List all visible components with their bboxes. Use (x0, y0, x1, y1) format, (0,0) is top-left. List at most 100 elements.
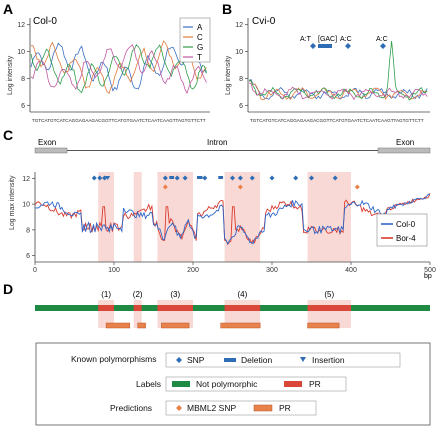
legend-heading-predictions: Predictions (110, 403, 152, 413)
panel-b-deletion-marker (318, 44, 332, 48)
panel-d-pr-prediction-bar (161, 322, 190, 329)
panel-b-snp-marker (345, 43, 351, 49)
snp-marker (309, 175, 314, 181)
legend-box: Known polymorphisms SNP Deletion Inserti… (35, 342, 431, 426)
gene-label-intron: Intron (207, 138, 227, 147)
panel-c-series-bor4 (34, 193, 431, 246)
snp-icon (176, 357, 182, 363)
panel-a-sequence: TGTCATGTCATCAGGAGAAGACGGTTCATGTGAATCTCAA… (32, 118, 206, 123)
panel-a-legend-label-a: A (197, 23, 203, 32)
legend-deletion: Deletion (241, 355, 272, 365)
legend-bor4-label: Bor-4 (396, 234, 416, 243)
panel-b-annot-gac: [GAC] (318, 36, 337, 43)
panel-a-label: A (3, 1, 13, 17)
panel-d-pr-label-bar (133, 305, 142, 311)
gene-label-exon-right: Exon (396, 138, 414, 147)
panel-d: (1) (2) (3) (4) (5) (35, 290, 430, 329)
panel-c-pr-shade (133, 172, 142, 262)
snp-marker (237, 175, 243, 181)
panel-c-ytick-label: 6 (26, 253, 30, 260)
panel-a-legend-label-t: T (197, 53, 202, 62)
panel-a-legend-label-c: C (197, 33, 203, 42)
panel-c-xtick-label: 300 (266, 267, 278, 274)
panel-d-pr-label-bar (157, 305, 193, 311)
snp-marker (202, 175, 208, 181)
panel-b-snp-marker (380, 43, 386, 49)
pr-prediction-swatch (253, 404, 273, 412)
panel-c-xlabel: bp (424, 273, 432, 280)
panel-b: Cvi-0 Log intensity 12 10 8 6 TGTCATGTCATCA… (225, 16, 430, 123)
gene-exon-right (377, 147, 431, 154)
panel-b-ytick-label: 8 (239, 76, 243, 83)
panel-c: Exon Intron Exon Log max intensity 12 10 8… (9, 138, 436, 280)
panel-b-label: B (222, 1, 232, 17)
panel-a-ytick-label: 12 (17, 22, 25, 29)
insertion-marker (105, 176, 111, 180)
snp-marker (182, 175, 188, 181)
mbml2-snp-icon (176, 405, 182, 411)
panel-d-pr-prediction-bar (220, 322, 261, 329)
mbml2-snp-marker (237, 184, 243, 190)
snp-marker (174, 175, 180, 181)
panel-c-pr-shade (98, 172, 114, 262)
snp-marker (293, 175, 299, 181)
panel-c-ytick-label: 12 (22, 176, 30, 183)
snp-marker (332, 175, 338, 181)
legend-heading-known: Known polymorphisms (71, 354, 157, 364)
legend-snp: SNP (187, 355, 205, 365)
panel-d-region-label: (4) (237, 290, 247, 299)
panel-c-xtick-label: 100 (108, 267, 120, 274)
panel-b-ylabel: Log intensity (225, 55, 232, 95)
panel-c-pr-shade (224, 172, 261, 262)
panel-a-legend-label-g: G (197, 43, 203, 52)
legend-heading-labels: Labels (136, 379, 161, 389)
panel-d-region-label: (2) (133, 290, 143, 299)
legend-pr-prediction: PR (279, 403, 291, 413)
panel-a-legend-box (179, 17, 211, 63)
panel-b-ytick-label: 6 (239, 103, 243, 110)
panel-a-sample-label: Col-0 (33, 16, 57, 27)
panel-b-snp-marker (310, 43, 316, 49)
panel-d-pr-label-bar (98, 305, 114, 311)
panel-b-sample-label: Cvi-0 (252, 16, 276, 27)
snp-marker (91, 175, 97, 181)
deletion-marker (169, 176, 175, 179)
panel-d-region-label: (3) (170, 290, 180, 299)
panel-a-ytick-label: 10 (17, 49, 25, 56)
panel-c-legend-box (376, 213, 428, 247)
panel-c-xtick-label: 0 (33, 267, 37, 274)
panel-b-annot-ac-1: A:C (340, 36, 352, 43)
panel-b-ytick-label: 10 (235, 49, 243, 56)
panel-a-ylabel: Log intensity (7, 55, 14, 95)
deletion-icon (224, 358, 236, 362)
panel-a-series-g (30, 44, 207, 94)
legend-row3-box (165, 400, 317, 416)
panel-c-xtick-label: 500 (424, 267, 436, 274)
legend-insertion: Insertion (312, 355, 345, 365)
panel-d-pr-prediction-bar (137, 322, 146, 329)
insertion-icon (300, 357, 306, 362)
panel-a-series-a (30, 42, 207, 92)
panel-d-region-label: (5) (324, 290, 334, 299)
snp-marker (249, 175, 255, 181)
legend-pr-label: PR (309, 379, 321, 389)
panel-b-ytick-label: 12 (235, 22, 243, 29)
panel-c-ytick-label: 10 (22, 202, 30, 209)
not-polymorphic-swatch (172, 381, 190, 387)
panel-a-ytick-label: 6 (21, 103, 25, 110)
panel-d-region-label: (1) (101, 290, 111, 299)
legend-row1-box (165, 352, 401, 368)
panel-d-pr-shade (133, 300, 142, 328)
panel-d-pr-label-bar (224, 305, 261, 311)
legend-not-polymorphic: Not polymorphic (196, 379, 258, 389)
mbml2-snp-marker (162, 184, 168, 190)
snp-marker (97, 175, 103, 181)
panel-c-series-col0 (35, 193, 431, 245)
legend-frame (35, 342, 431, 426)
panel-c-xtick-label: 400 (345, 267, 357, 274)
legend-mbml2-snp: MBML2 SNP (187, 403, 236, 413)
deletion-marker (196, 176, 203, 179)
panel-c-ytick-label: 8 (26, 227, 30, 234)
mbml2-snp-marker (354, 184, 360, 190)
